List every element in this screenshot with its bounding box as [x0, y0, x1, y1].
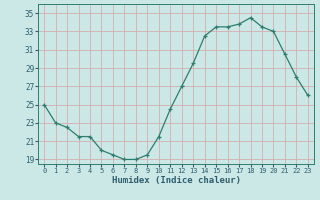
X-axis label: Humidex (Indice chaleur): Humidex (Indice chaleur) — [111, 176, 241, 185]
